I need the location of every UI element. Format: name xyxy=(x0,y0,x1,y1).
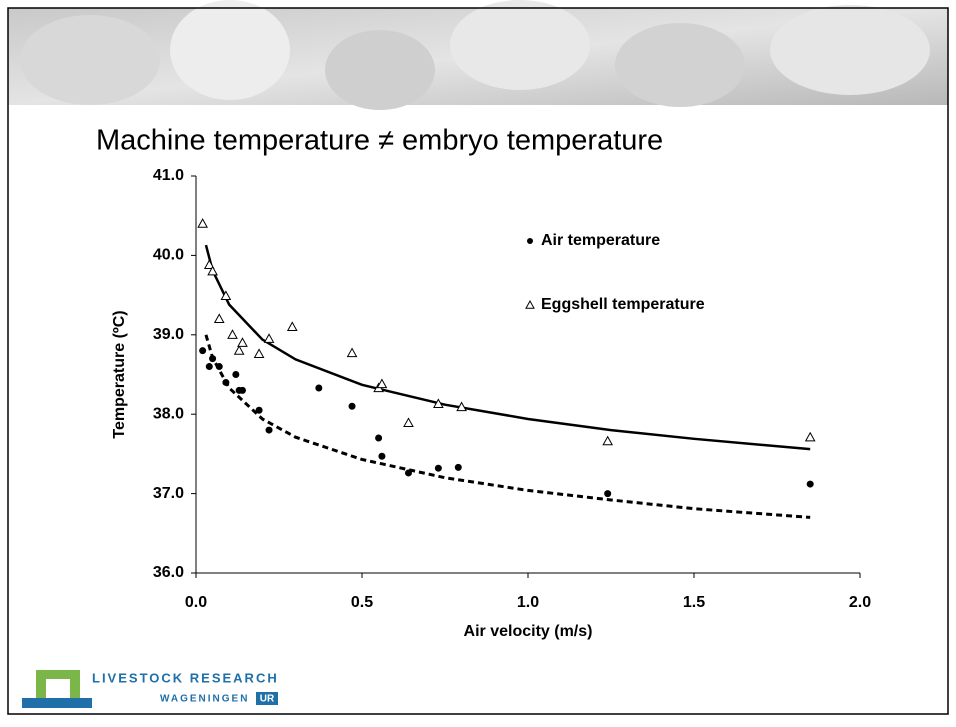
y-axis-label: Temperature (ºC) xyxy=(111,310,128,438)
y-tick-label: 36.0 xyxy=(153,564,184,581)
point xyxy=(233,345,245,355)
point xyxy=(203,259,215,270)
point xyxy=(232,371,240,378)
y-tick-label: 39.0 xyxy=(153,326,184,343)
point xyxy=(434,464,442,472)
x-tick-label: 0.5 xyxy=(351,594,373,611)
legend-label: Eggshell temperature xyxy=(541,296,705,313)
point xyxy=(348,402,356,410)
y-tick-label: 41.0 xyxy=(153,167,184,184)
point xyxy=(207,265,218,276)
logo-badge: UR xyxy=(260,694,275,705)
point xyxy=(205,363,213,371)
banner xyxy=(8,0,948,110)
point xyxy=(375,434,383,442)
point xyxy=(433,398,444,408)
point xyxy=(199,347,207,355)
point xyxy=(220,290,232,300)
x-tick-label: 1.5 xyxy=(683,594,705,611)
point xyxy=(378,452,386,460)
point xyxy=(315,384,323,392)
x-tick-label: 0.0 xyxy=(185,594,207,611)
point xyxy=(237,337,248,347)
logo-text: LIVESTOCK RESEARCH xyxy=(92,670,279,685)
point xyxy=(456,401,467,412)
point xyxy=(263,333,275,343)
point xyxy=(454,463,462,471)
point xyxy=(215,363,223,371)
x-axis-label: Air velocity (m/s) xyxy=(464,623,593,640)
point xyxy=(804,431,816,442)
x-tick-label: 1.0 xyxy=(517,594,539,611)
x-tick-label: 2.0 xyxy=(849,594,871,611)
point xyxy=(404,469,412,477)
point xyxy=(602,435,614,446)
point xyxy=(197,218,208,228)
point xyxy=(209,355,217,363)
point xyxy=(806,480,814,488)
trendline xyxy=(204,334,811,519)
point xyxy=(604,490,612,498)
legend-marker xyxy=(525,299,535,309)
legend-label: Air temperature xyxy=(541,232,660,249)
point xyxy=(376,378,388,389)
y-tick-label: 40.0 xyxy=(153,247,184,264)
y-tick-label: 38.0 xyxy=(153,405,184,422)
point xyxy=(403,417,414,428)
point xyxy=(255,406,263,414)
point xyxy=(265,426,273,434)
legend-marker xyxy=(527,238,533,244)
point xyxy=(222,378,230,386)
point xyxy=(227,329,238,339)
point xyxy=(213,313,225,324)
point xyxy=(286,321,298,331)
point xyxy=(253,348,265,358)
logo: LIVESTOCK RESEARCH WAGENINGEN UR xyxy=(22,670,279,708)
trendline xyxy=(204,244,811,451)
slide-border xyxy=(7,7,949,715)
logo-text: WAGENINGEN xyxy=(160,694,249,705)
point xyxy=(238,386,246,394)
y-tick-label: 37.0 xyxy=(153,485,184,502)
slide-title: Machine temperature ≠ embryo temperature xyxy=(96,125,663,157)
point xyxy=(346,347,358,358)
